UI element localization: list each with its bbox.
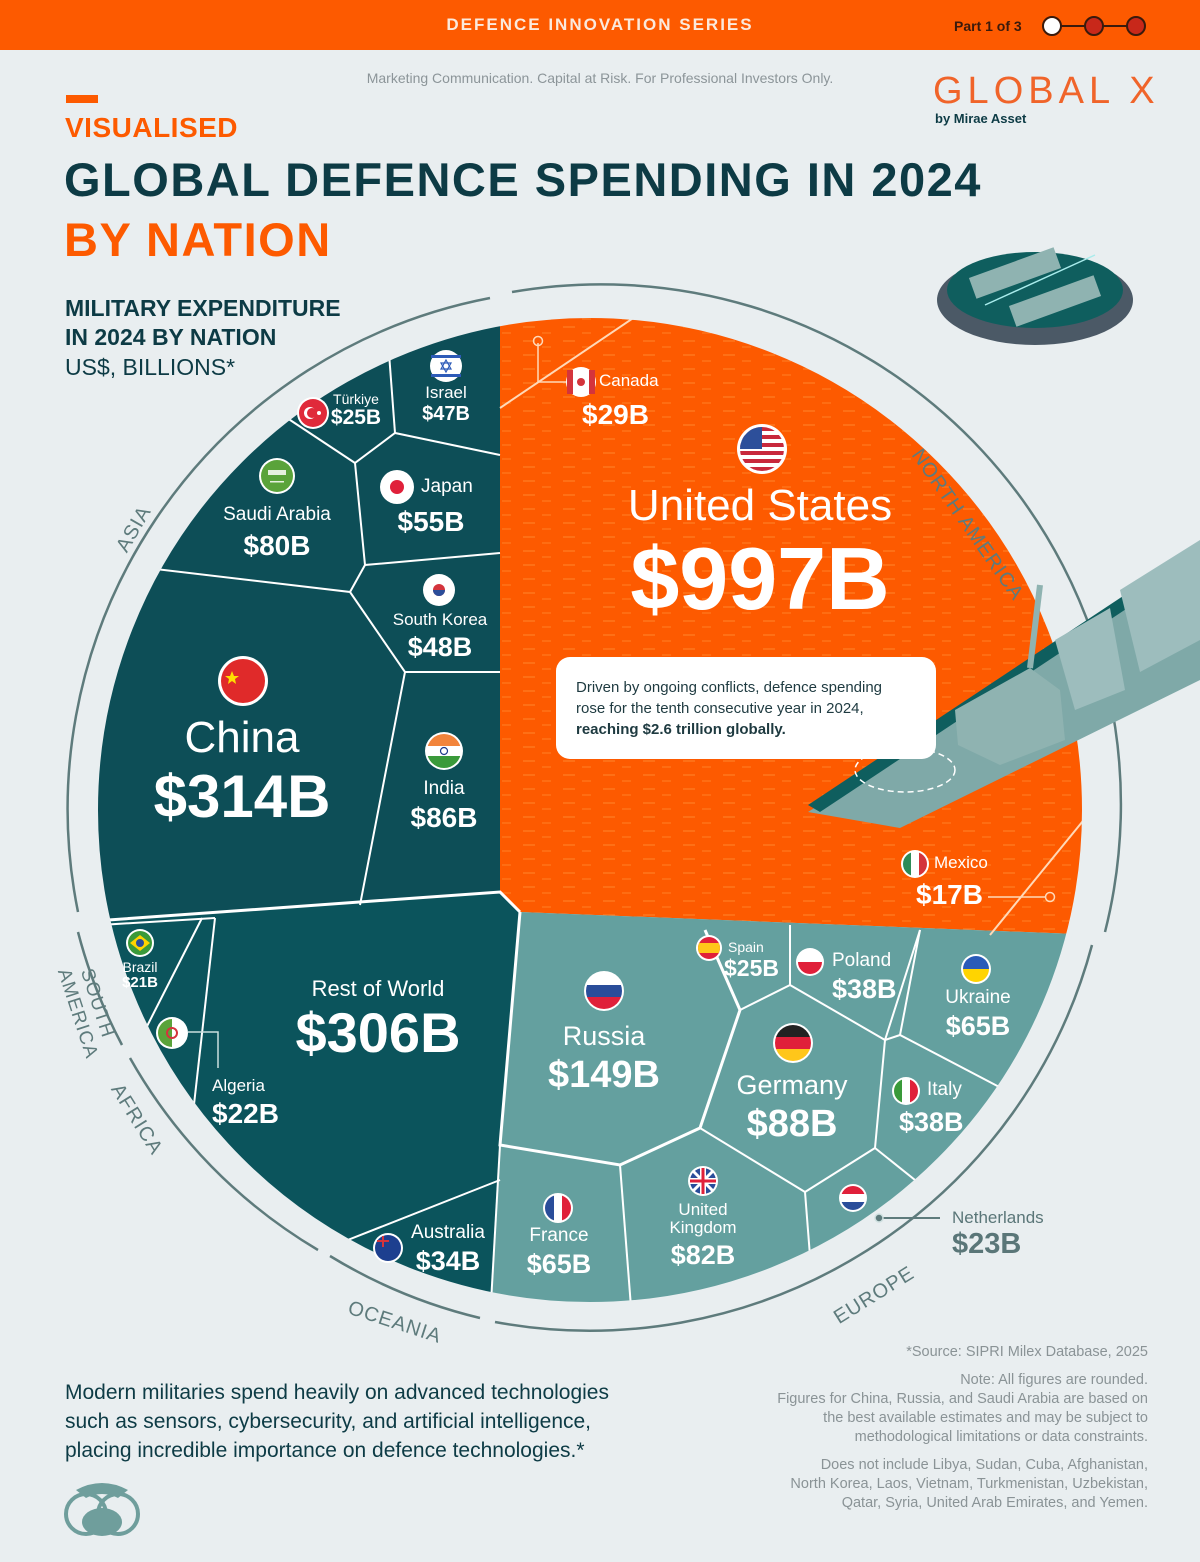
italy-flag-icon [892, 1077, 920, 1105]
spain-flag-icon [696, 935, 722, 961]
insight-callout: Driven by ongoing conflicts, defence spe… [556, 657, 936, 759]
mexico-flag-icon [901, 850, 929, 878]
callout-line-3: reaching $2.6 trillion globally. [576, 721, 786, 738]
chart-subtitle-line2: IN 2024 BY NATION [65, 324, 277, 350]
chart-subtitle: MILITARY EXPENDITURE IN 2024 BY NATION [65, 294, 341, 352]
page-title: GLOBAL DEFENCE SPENDING IN 2024 [64, 153, 982, 206]
summary-line-2: such as sensors, cybersecurity, and arti… [65, 1410, 592, 1433]
global-x-logo: GLOBAL X [933, 70, 1160, 112]
series-title: DEFENCE INNOVATION SERIES [446, 15, 754, 34]
bottom-summary: Modern militaries spend heavily on advan… [65, 1378, 725, 1465]
label-germany: Germany $88B [736, 1070, 848, 1146]
japan-flag-icon [380, 470, 414, 504]
label-turkiye: Türkiye $25B [330, 391, 382, 429]
label-canada: Canada [599, 371, 659, 390]
france-flag-icon [543, 1193, 573, 1223]
top-banner: DEFENCE INNOVATION SERIES Part 1 of 3 [0, 0, 1200, 50]
binoculars-logo-icon [64, 1483, 140, 1536]
brazil-flag-icon [126, 929, 154, 957]
callout-line-2: rose for the tenth consecutive year in 2… [576, 700, 864, 717]
asia-arc [66, 296, 491, 913]
germany-flag-icon [773, 1023, 813, 1063]
summary-line-3: placing incredible importance on defence… [65, 1439, 585, 1462]
page-title-accent: BY NATION [64, 213, 332, 266]
exclusions-note: Does not include Libya, Sudan, Cuba, Afg… [790, 1457, 1148, 1511]
disclaimer: Marketing Communication. Capital at Risk… [366, 70, 834, 86]
label-spain: Spain $25B [724, 939, 779, 981]
rounding-note: Note: All figures are rounded. Figures f… [777, 1372, 1148, 1445]
label-algeria: Algeria $22B [212, 1076, 279, 1129]
europe-arc [494, 944, 1094, 1332]
value-japan: $55B [397, 506, 465, 537]
israel-flag-icon [430, 350, 462, 382]
value-italy: $38B [899, 1107, 964, 1137]
label-australia: Australia $34B [411, 1222, 485, 1276]
north-america-arc [511, 283, 1123, 933]
value-mexico: $17B [916, 879, 983, 910]
turkiye-flag-icon [297, 397, 329, 429]
label-united-kingdom: United Kingdom $82B [669, 1200, 737, 1270]
russia-flag-icon [584, 971, 624, 1011]
kicker-label: VISUALISED [65, 112, 239, 143]
netherlands-flag-icon [839, 1184, 867, 1212]
part-progress-dots-icon [1042, 16, 1146, 36]
saudi-arabia-flag-icon [259, 458, 295, 494]
logo-subtitle: by Mirae Asset [935, 111, 1027, 126]
oceania-arc [329, 1254, 481, 1320]
us-flag-icon [737, 424, 787, 474]
label-israel: Israel $47B [422, 383, 470, 425]
ukraine-flag-icon [961, 954, 991, 984]
label-russia: Russia $149B [548, 1021, 660, 1097]
label-rest-of-world: Rest of World $306B [295, 976, 461, 1065]
label-china: China $314B [153, 713, 331, 831]
chart-subtitle-line1: MILITARY EXPENDITURE [65, 295, 341, 321]
label-italy: Italy [927, 1079, 962, 1100]
algeria-flag-icon [156, 1017, 188, 1049]
kicker-dash [66, 95, 98, 103]
source-note: *Source: SIPRI Milex Database, 2025 [906, 1344, 1148, 1360]
canada-flag-icon [566, 367, 596, 397]
value-canada: $29B [582, 399, 649, 430]
label-ukraine: Ukraine $65B [945, 987, 1011, 1041]
part-indicator-label: Part 1 of 3 [954, 18, 1022, 34]
label-saudi-arabia: Saudi Arabia $80B [223, 504, 331, 561]
hovercraft-illustration-icon [937, 247, 1133, 345]
label-japan: Japan [421, 476, 473, 497]
australia-flag-icon [373, 1233, 403, 1263]
label-netherlands: Netherlands $23B [952, 1208, 1044, 1260]
africa-arc [128, 1057, 319, 1252]
south-america-arc [76, 931, 124, 1046]
india-flag-icon [425, 732, 463, 770]
chart-unit: US$, BILLIONS* [65, 354, 236, 380]
label-france: France $65B [526, 1225, 592, 1279]
label-poland: Poland $38B [832, 950, 897, 1004]
poland-flag-icon [796, 948, 824, 976]
label-india: India $86B [410, 778, 478, 833]
callout-line-1: Driven by ongoing conflicts, defence spe… [576, 679, 883, 696]
footnotes: *Source: SIPRI Milex Database, 2025 Note… [728, 1343, 1148, 1522]
summary-line-1: Modern militaries spend heavily on advan… [65, 1381, 609, 1404]
label-mexico: Mexico [934, 853, 988, 872]
united-kingdom-flag-icon [688, 1166, 718, 1196]
south-korea-flag-icon [423, 574, 455, 606]
label-south-korea: South Korea $48B [392, 610, 488, 662]
label-united-states: United States $997B [627, 481, 893, 629]
label-brazil: Brazil $21B [122, 959, 158, 991]
china-flag-icon [218, 656, 268, 706]
